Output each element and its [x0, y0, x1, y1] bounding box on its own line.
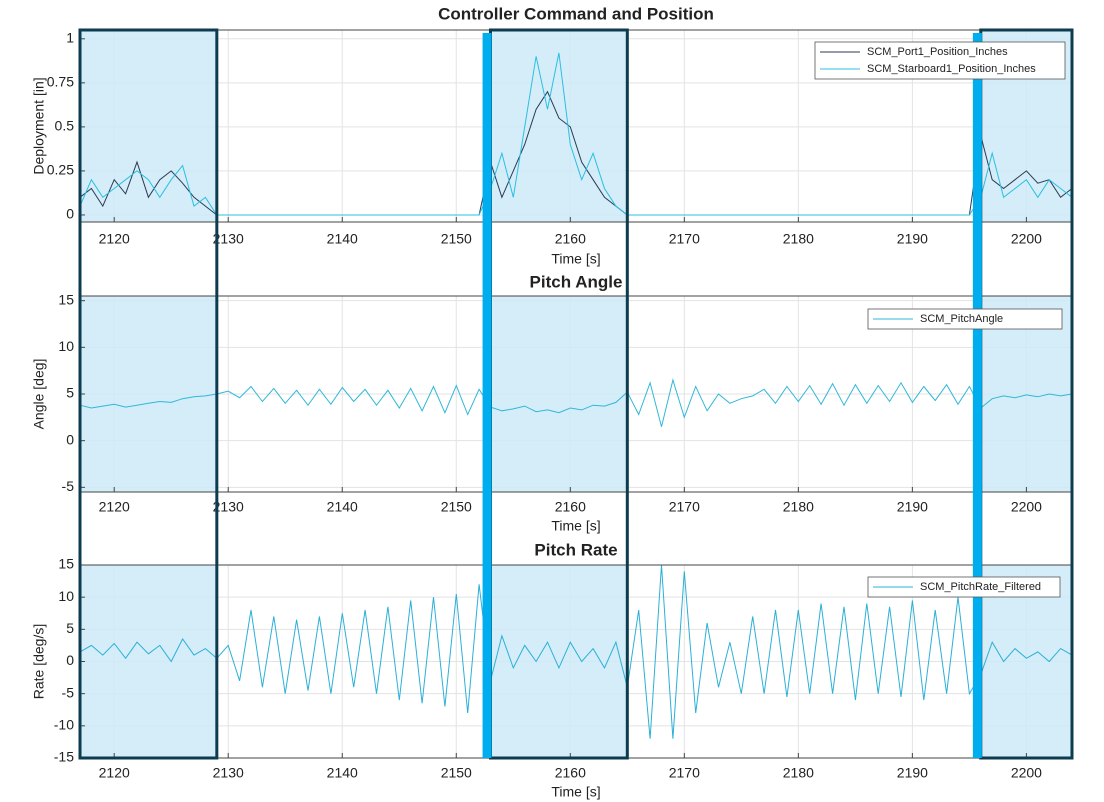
legend-label: SCM_Port1_Position_Inches	[867, 46, 1008, 58]
x-tick-label: 2150	[441, 765, 472, 781]
y-tick-label: 10	[58, 588, 74, 604]
y-tick-label: 0	[66, 652, 74, 668]
x-tick-label: 2200	[1011, 765, 1042, 781]
legend-label: SCM_PitchRate_Filtered	[920, 581, 1041, 593]
x-axis-label: Time [s]	[551, 251, 600, 267]
legend-box	[867, 308, 1063, 330]
series-line	[79, 564, 1073, 739]
x-tick-label: 2200	[1011, 231, 1042, 247]
x-tick-label: 2180	[783, 231, 814, 247]
x-tick-label: 2120	[99, 231, 130, 247]
highlight-fill	[80, 296, 217, 492]
y-tick-label: -15	[54, 749, 74, 765]
x-axis-label: Time [s]	[551, 784, 600, 800]
x-tick-label: 2190	[897, 765, 928, 781]
y-tick-label: -5	[62, 684, 75, 700]
legend-box	[814, 41, 1066, 80]
x-tick-label: 2140	[327, 765, 358, 781]
x-tick-label: 2150	[441, 231, 472, 247]
y-axis-label: Rate [deg/s]	[31, 624, 47, 700]
x-tick-label: 2140	[327, 499, 358, 515]
x-tick-label: 2200	[1011, 499, 1042, 515]
x-tick-label: 2170	[669, 231, 700, 247]
y-tick-label: 15	[58, 556, 74, 572]
x-tick-label: 2130	[213, 499, 244, 515]
chart-title: Pitch Rate	[534, 540, 617, 559]
highlight-fill	[490, 30, 628, 222]
y-tick-label: 0	[66, 431, 74, 447]
x-tick-label: 2170	[669, 765, 700, 781]
y-tick-label: 0.5	[55, 118, 75, 134]
legend-box	[867, 576, 1061, 598]
y-tick-label: 15	[58, 291, 74, 307]
y-axis-label: Deployment [in]	[31, 77, 47, 174]
x-tick-label: 2130	[213, 765, 244, 781]
y-tick-label: 5	[66, 385, 74, 401]
x-tick-label: 2180	[783, 499, 814, 515]
x-tick-label: 2120	[99, 499, 130, 515]
chart-title: Controller Command and Position	[438, 4, 714, 23]
highlight-fill	[490, 296, 628, 492]
y-tick-label: -10	[54, 717, 74, 733]
x-tick-label: 2190	[897, 231, 928, 247]
chart-title: Pitch Angle	[530, 272, 623, 291]
y-tick-label: 10	[58, 338, 74, 354]
highlight-fill	[80, 565, 217, 758]
x-tick-label: 2180	[783, 765, 814, 781]
y-tick-label: 1	[66, 30, 74, 46]
y-tick-label: 0.75	[47, 74, 74, 90]
x-tick-label: 2120	[99, 765, 130, 781]
x-tick-label: 2160	[555, 499, 586, 515]
x-axis-label: Time [s]	[551, 518, 600, 534]
x-tick-label: 2190	[897, 499, 928, 515]
x-tick-label: 2150	[441, 499, 472, 515]
x-tick-label: 2170	[669, 499, 700, 515]
x-tick-label: 2140	[327, 231, 358, 247]
x-tick-label: 2160	[555, 765, 586, 781]
legend-label: SCM_PitchAngle	[920, 313, 1003, 325]
highlight-border	[78, 28, 219, 760]
y-axis-label: Angle [deg]	[31, 359, 47, 430]
highlight-fill	[80, 30, 217, 222]
legend-label: SCM_Starboard1_Position_Inches	[867, 63, 1036, 75]
highlight-fill	[490, 565, 628, 758]
series-line	[79, 378, 1073, 427]
y-tick-label: 0.25	[47, 162, 74, 178]
x-tick-label: 2130	[213, 231, 244, 247]
x-tick-label: 2160	[555, 231, 586, 247]
y-tick-label: -5	[62, 478, 75, 494]
y-tick-label: 5	[66, 620, 74, 636]
series-line	[79, 52, 1073, 216]
y-tick-label: 0	[66, 206, 74, 222]
